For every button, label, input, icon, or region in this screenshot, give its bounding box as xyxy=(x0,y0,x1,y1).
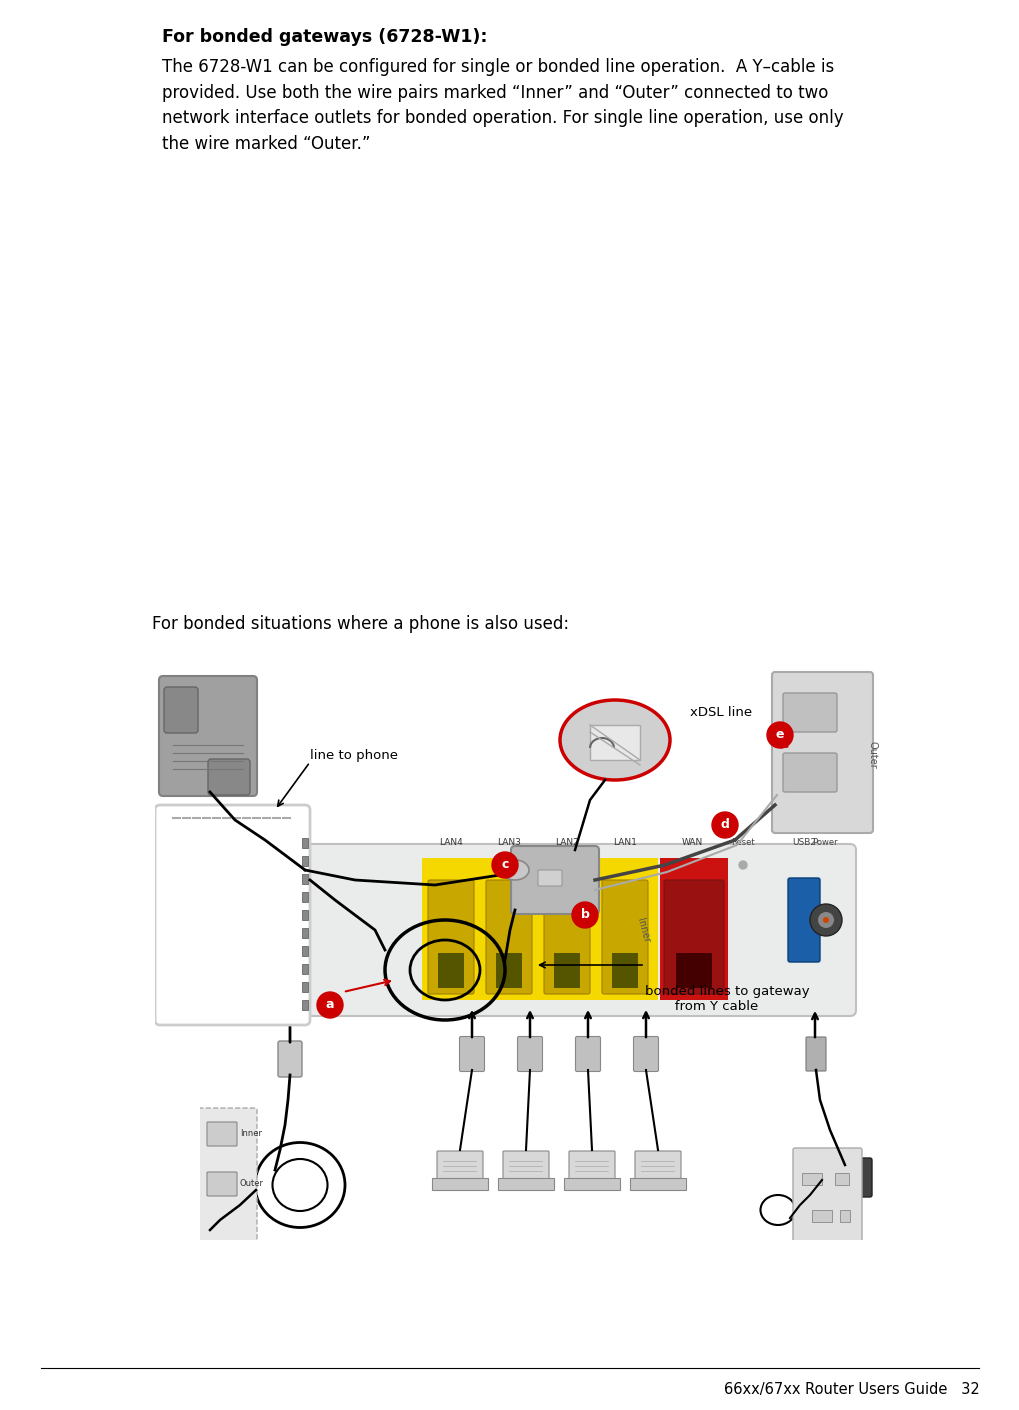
Circle shape xyxy=(711,812,738,838)
FancyBboxPatch shape xyxy=(208,759,250,795)
Circle shape xyxy=(739,862,746,869)
FancyBboxPatch shape xyxy=(788,878,819,962)
Bar xyxy=(495,953,522,988)
Bar xyxy=(302,981,308,993)
Text: xDSL line: xDSL line xyxy=(689,705,751,719)
Text: a: a xyxy=(325,998,334,1011)
Bar xyxy=(497,1177,553,1190)
Text: Reset: Reset xyxy=(731,838,754,847)
Bar xyxy=(801,1173,821,1184)
FancyBboxPatch shape xyxy=(278,1041,302,1077)
FancyBboxPatch shape xyxy=(635,1151,681,1182)
Text: DSL: DSL xyxy=(270,838,289,847)
FancyBboxPatch shape xyxy=(255,869,305,990)
Ellipse shape xyxy=(559,699,669,780)
Bar xyxy=(302,1000,308,1010)
FancyBboxPatch shape xyxy=(428,880,474,994)
Bar xyxy=(589,725,639,760)
Text: The 6728-W1 can be configured for single or bonded line operation.  A Y–cable is: The 6728-W1 can be configured for single… xyxy=(162,58,843,154)
Bar xyxy=(302,909,308,919)
FancyBboxPatch shape xyxy=(511,846,598,914)
Bar xyxy=(630,1177,686,1190)
Text: USB2: USB2 xyxy=(791,838,815,847)
FancyBboxPatch shape xyxy=(783,753,837,792)
Text: bonded lines to gateway
       from Y cable: bonded lines to gateway from Y cable xyxy=(644,986,809,1012)
Text: WAN: WAN xyxy=(681,838,702,847)
Bar xyxy=(840,1210,849,1222)
FancyBboxPatch shape xyxy=(271,976,288,993)
FancyBboxPatch shape xyxy=(502,1151,548,1182)
Bar xyxy=(302,874,308,884)
Bar xyxy=(553,953,580,988)
Text: LAN4: LAN4 xyxy=(439,838,463,847)
FancyBboxPatch shape xyxy=(198,1108,257,1242)
FancyBboxPatch shape xyxy=(224,845,855,1017)
Text: LAN1: LAN1 xyxy=(612,838,636,847)
Bar xyxy=(564,1177,620,1190)
Bar xyxy=(302,928,308,938)
Text: Power: Power xyxy=(811,838,837,847)
Bar xyxy=(302,893,308,902)
Bar xyxy=(676,953,711,988)
FancyBboxPatch shape xyxy=(771,673,872,833)
Text: line to phone: line to phone xyxy=(310,749,397,761)
FancyBboxPatch shape xyxy=(819,1158,871,1197)
Text: Outer: Outer xyxy=(867,742,877,768)
Bar xyxy=(302,946,308,956)
Bar xyxy=(611,953,637,988)
Bar xyxy=(811,1210,832,1222)
Ellipse shape xyxy=(500,860,529,880)
Text: c: c xyxy=(500,859,508,871)
Circle shape xyxy=(766,722,792,747)
FancyBboxPatch shape xyxy=(517,1036,542,1072)
Text: Inner: Inner xyxy=(239,1129,262,1138)
Text: LAN3: LAN3 xyxy=(496,838,521,847)
FancyBboxPatch shape xyxy=(663,880,723,994)
FancyBboxPatch shape xyxy=(805,1036,825,1072)
Circle shape xyxy=(317,993,342,1018)
FancyBboxPatch shape xyxy=(543,880,589,994)
FancyBboxPatch shape xyxy=(633,1036,658,1072)
Text: For bonded gateways (6728-W1):: For bonded gateways (6728-W1): xyxy=(162,28,487,47)
Text: b: b xyxy=(580,908,589,922)
Text: LAN2: LAN2 xyxy=(554,838,579,847)
FancyBboxPatch shape xyxy=(485,880,532,994)
Bar xyxy=(432,1177,487,1190)
FancyBboxPatch shape xyxy=(601,880,647,994)
FancyBboxPatch shape xyxy=(537,870,561,885)
Bar xyxy=(302,856,308,866)
Circle shape xyxy=(822,916,828,924)
Bar xyxy=(422,859,657,1000)
Text: 66xx/67xx Router Users Guide   32: 66xx/67xx Router Users Guide 32 xyxy=(723,1382,979,1397)
Text: For bonded situations where a phone is also used:: For bonded situations where a phone is a… xyxy=(152,615,569,633)
Bar xyxy=(302,964,308,974)
FancyBboxPatch shape xyxy=(783,692,837,732)
Text: Outer: Outer xyxy=(239,1180,264,1189)
FancyBboxPatch shape xyxy=(436,1151,483,1182)
Bar xyxy=(437,953,464,988)
FancyBboxPatch shape xyxy=(164,687,198,733)
FancyBboxPatch shape xyxy=(155,805,310,1025)
FancyBboxPatch shape xyxy=(575,1036,600,1072)
Text: e: e xyxy=(775,729,784,742)
FancyBboxPatch shape xyxy=(459,1036,484,1072)
FancyBboxPatch shape xyxy=(792,1148,861,1242)
Bar xyxy=(302,838,308,847)
FancyBboxPatch shape xyxy=(207,1122,236,1146)
FancyBboxPatch shape xyxy=(159,675,257,797)
Circle shape xyxy=(491,852,518,878)
FancyBboxPatch shape xyxy=(263,880,297,984)
Circle shape xyxy=(572,902,597,928)
FancyBboxPatch shape xyxy=(207,1172,236,1196)
Bar xyxy=(835,1173,848,1184)
Circle shape xyxy=(809,904,841,936)
Text: d: d xyxy=(719,818,729,832)
FancyBboxPatch shape xyxy=(569,1151,614,1182)
Text: Inner: Inner xyxy=(635,916,650,943)
Bar xyxy=(659,859,728,1000)
Circle shape xyxy=(817,912,834,928)
